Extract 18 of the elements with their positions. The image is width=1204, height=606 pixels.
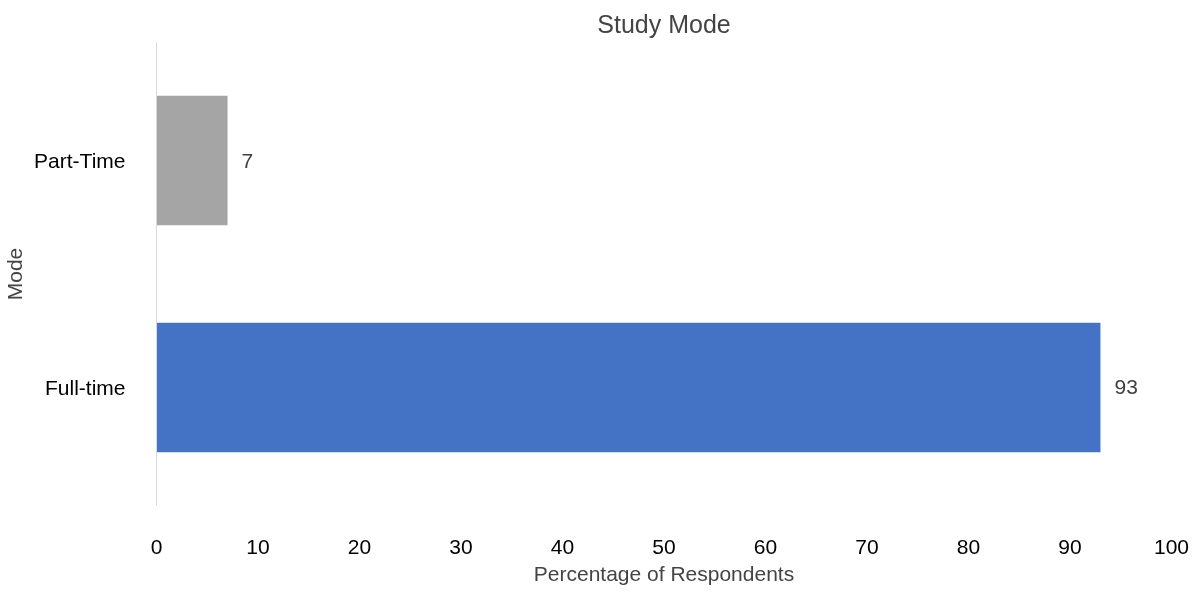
y-axis-title: Mode (3, 247, 27, 301)
y-tick-label: Part-Time (34, 149, 126, 173)
x-tick-label: 10 (246, 534, 270, 558)
chart-title: Study Mode (597, 9, 731, 38)
x-tick-label: 40 (550, 534, 575, 558)
x-tick-label: 90 (1058, 534, 1082, 558)
x-tick-label: 80 (956, 534, 981, 558)
x-tick-label: 30 (449, 534, 473, 558)
x-tick-label: 70 (855, 534, 879, 558)
x-tick-label: 60 (753, 534, 778, 558)
x-tick-label: 100 (1153, 534, 1190, 558)
x-tick-label: 20 (347, 534, 372, 558)
data-label: 7 (241, 148, 254, 172)
data-label: 93 (1114, 375, 1138, 399)
x-tick-label: 50 (652, 534, 676, 558)
y-tick-label: Full-time (45, 375, 126, 399)
x-axis-title: Percentage of Respondents (533, 561, 795, 585)
x-tick-label: 0 (150, 534, 163, 558)
